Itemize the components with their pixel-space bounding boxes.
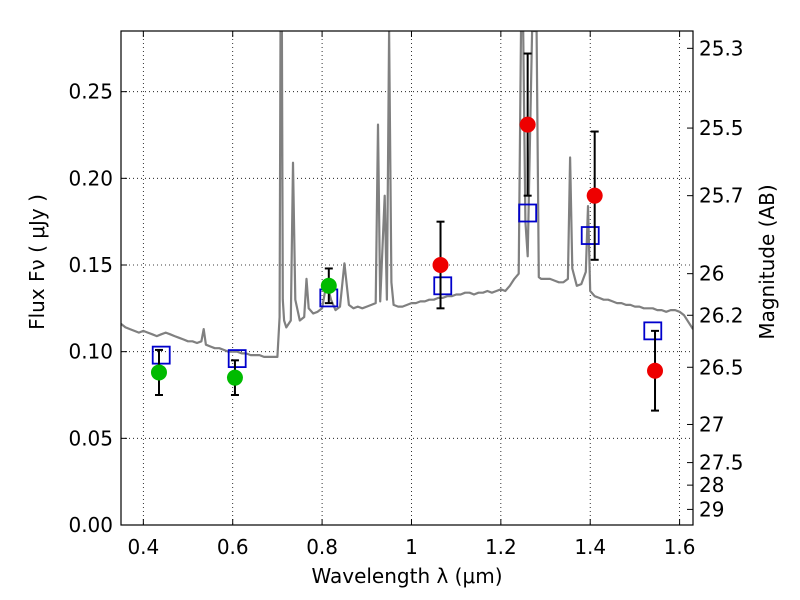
magnitude-tick-label: 25.3 — [699, 36, 744, 60]
magnitude-tick-label: 29 — [699, 497, 724, 521]
magnitude-tick-label: 26.5 — [699, 355, 744, 379]
y-axis-label: Flux Fν ( μJy ) — [25, 194, 49, 330]
observed-data-point — [320, 277, 337, 294]
model-photometry-square — [227, 349, 247, 369]
magnitude-tick-label: 26.2 — [699, 303, 744, 327]
model-photometry-square — [518, 203, 538, 223]
x-tick-label: 0.8 — [306, 535, 338, 559]
observed-data-point — [647, 362, 664, 379]
magnitude-tick-label: 28 — [699, 473, 724, 497]
model-photometry-square — [433, 276, 453, 296]
x-tick-label: 1.6 — [664, 535, 696, 559]
observed-data-point — [432, 257, 449, 273]
x-tick-label: 1.2 — [485, 535, 517, 559]
y-axis-ticks: 0.00 0.05 0.10 0.15 0.20 0.25 — [68, 80, 127, 537]
magnitude-tick-label: 27.5 — [699, 451, 744, 475]
observed-data-point — [226, 369, 243, 386]
model-photometry-square — [580, 226, 600, 245]
y-tick-label: 0.20 — [68, 166, 113, 190]
magnitude-axis-label: Magnitude (AB) — [755, 184, 779, 339]
magnitude-tick-label: 25.5 — [699, 116, 744, 140]
x-axis-label: Wavelength λ (μm) — [311, 564, 502, 588]
y-tick-label: 0.05 — [68, 426, 113, 450]
y-tick-label: 0.15 — [68, 253, 113, 277]
x-tick-label: 1.4 — [574, 535, 606, 559]
plot-content — [121, 31, 693, 412]
x-tick-label: 1 — [405, 535, 418, 559]
model-photometry-square — [643, 321, 663, 341]
observed-data-point — [519, 116, 536, 133]
magnitude-tick-label: 26 — [699, 262, 724, 286]
y-tick-label: 0.25 — [68, 80, 113, 104]
x-axis-ticks: 0.4 0.6 0.8 1 1.2 1.4 1.6 — [127, 31, 696, 559]
plot-background — [121, 31, 693, 525]
x-tick-label: 0.4 — [127, 535, 159, 559]
y-tick-label: 0.10 — [68, 340, 113, 364]
plot-frame — [120, 30, 694, 526]
y-tick-label: 0.00 — [68, 513, 113, 537]
observed-data-point — [150, 364, 167, 381]
spectrum-line — [121, 31, 693, 358]
x-tick-label: 0.6 — [217, 535, 249, 559]
magnitude-tick-label: 25.7 — [699, 184, 744, 208]
observed-data-point — [586, 187, 603, 204]
model-photometry-square — [151, 345, 171, 365]
magnitude-tick-label: 27 — [699, 412, 724, 436]
